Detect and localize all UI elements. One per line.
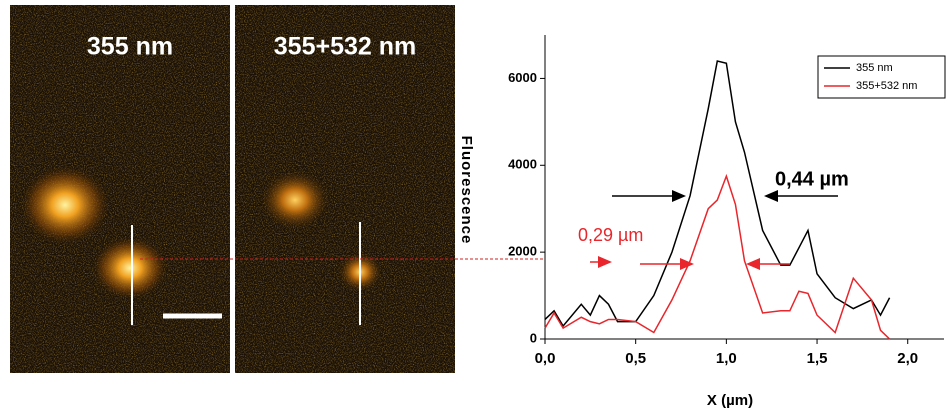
x-tick-label: 2,0 [897,350,918,367]
panel-label: 355 nm [87,33,173,61]
image-left [10,5,230,373]
width-arrows [590,190,838,270]
annotation: 0,44 µm [775,168,849,190]
x-tick-label: 0,5 [625,350,646,367]
y-tick-label: 6000 [508,70,537,85]
x-tick-label: 1,5 [807,350,828,367]
image-right [235,5,455,373]
series-line [544,60,891,328]
x-tick-label: 0,0 [535,350,556,367]
legend-label: 355 nm [856,62,893,74]
plot: 0 2000 4000 6000 0,0 0,5 1,0 1,5 2,0 355 nm 355+53… [508,35,946,367]
y-tick-label: 2000 [508,244,537,259]
y-axis-label: Fluorescence [458,136,475,245]
x-tick-label: 1,0 [716,350,737,367]
y-tick-label: 0 [530,330,537,345]
annotation: 0,29 µm [578,225,643,245]
y-tick-label: 4000 [508,157,537,172]
legend: 355 nm 355+532 nm [817,55,946,99]
panel-label: 355+532 nm [274,33,416,61]
series-line [544,173,891,340]
legend-label: 355+532 nm [856,80,917,92]
x-axis-label: X (µm) [707,392,753,409]
legend-box [817,55,946,99]
